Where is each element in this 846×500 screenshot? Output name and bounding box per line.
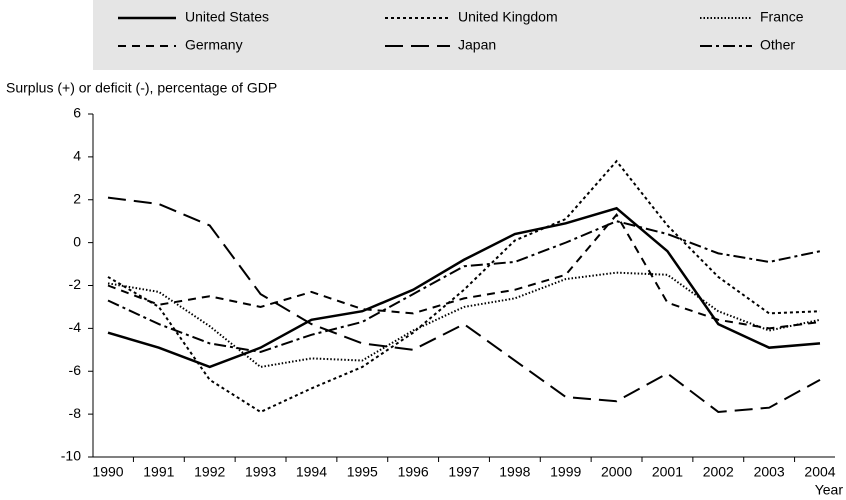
- x-tick-label: 1998: [499, 464, 530, 480]
- y-tick-label: -6: [69, 362, 82, 378]
- y-tick-label: 2: [73, 190, 81, 206]
- x-tick-label: 2002: [703, 464, 734, 480]
- legend-label: Germany: [185, 37, 243, 53]
- x-axis-label: Year: [815, 482, 844, 498]
- x-tick-label: 2000: [601, 464, 632, 480]
- x-tick-label: 1999: [550, 464, 581, 480]
- legend-label: Other: [760, 37, 795, 53]
- y-axis-label: Surplus (+) or deficit (-), percentage o…: [6, 80, 277, 96]
- x-tick-label: 1996: [398, 464, 429, 480]
- y-tick-label: -2: [69, 276, 82, 292]
- legend-background: [93, 0, 846, 70]
- x-tick-label: 2004: [804, 464, 835, 480]
- y-tick-label: -10: [61, 448, 81, 464]
- y-tick-label: 0: [73, 233, 81, 249]
- y-tick-label: 4: [73, 148, 81, 164]
- x-tick-label: 1995: [347, 464, 378, 480]
- legend-label: United Kingdom: [458, 9, 558, 25]
- y-tick-label: 6: [73, 105, 81, 121]
- line-series: [107, 213, 821, 330]
- legend-label: United States: [185, 9, 269, 25]
- x-tick-label: 1993: [245, 464, 276, 480]
- x-tick-label: 1990: [92, 464, 123, 480]
- line-series: [107, 196, 821, 414]
- line-series: [107, 206, 821, 369]
- legend-label: Japan: [458, 37, 496, 53]
- line-series: [107, 271, 821, 369]
- x-tick-label: 2003: [754, 464, 785, 480]
- y-tick-label: -8: [69, 405, 82, 421]
- line-series: [107, 220, 821, 353]
- x-tick-label: 1991: [143, 464, 174, 480]
- y-tick-label: -4: [69, 319, 82, 335]
- x-tick-label: 1997: [448, 464, 479, 480]
- x-tick-label: 1994: [296, 464, 327, 480]
- line-series: [107, 159, 821, 414]
- x-tick-label: 1992: [194, 464, 225, 480]
- x-tick-label: 2001: [652, 464, 683, 480]
- legend-label: France: [760, 9, 804, 25]
